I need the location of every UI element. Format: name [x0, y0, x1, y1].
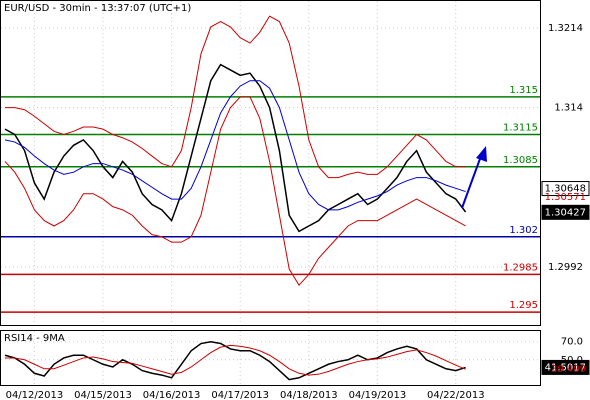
level-label: 1.3115	[503, 123, 538, 134]
rsi-title: RSI14 - 9MA	[4, 333, 65, 344]
price-box	[541, 359, 590, 375]
x-tick-label: 04/17/2013	[211, 390, 269, 400]
x-tick-label: 04/18/2013	[280, 390, 338, 400]
price-label: 39.499	[551, 364, 586, 375]
x-tick-label: 04/12/2013	[6, 390, 64, 400]
level-label: 1.3085	[503, 155, 538, 166]
price-panel	[0, 0, 541, 326]
level-label: 1.302	[509, 225, 538, 236]
price-label: 41.5017	[545, 362, 586, 373]
series-line	[4, 63, 467, 233]
level-label: 1.315	[509, 85, 538, 96]
forecast-arrow	[461, 146, 487, 209]
price-box	[541, 181, 590, 197]
series-line	[5, 15, 466, 179]
price-label: 1.30427	[545, 207, 586, 218]
y-tick-label: 70.0	[561, 337, 583, 348]
price-label: 1.30648	[545, 184, 586, 195]
level-label: 1.295	[509, 300, 538, 311]
series-line	[5, 344, 466, 376]
x-tick-label: 04/19/2013	[349, 390, 407, 400]
rsi-panel	[0, 330, 541, 386]
series-line	[4, 80, 466, 211]
y-tick-label: 1.314	[554, 103, 583, 114]
series-line	[4, 340, 466, 381]
chart-title: EUR/USD - 30min - 13:37:07 (UTC+1)	[4, 3, 191, 14]
level-label: 1.2985	[503, 262, 538, 273]
y-tick-label: 1.3214	[548, 23, 583, 34]
price-box	[541, 204, 590, 220]
price-label: 1.30571	[545, 192, 586, 203]
x-tick-label: 04/22/2013	[427, 390, 485, 400]
series-line	[4, 96, 466, 287]
x-tick-label: 04/16/2013	[143, 390, 201, 400]
x-tick-label: 04/15/2013	[74, 390, 132, 400]
y-tick-label: 1.2992	[548, 262, 583, 273]
